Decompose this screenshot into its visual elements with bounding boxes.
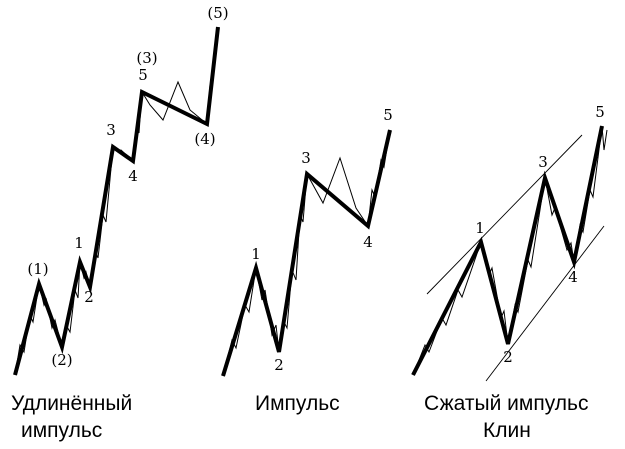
wedge-caption-line2: Клин — [483, 419, 531, 442]
impulse-panel: 1 2 3 4 5 — [221, 106, 393, 377]
extended-label-w4: (4) — [194, 130, 215, 148]
wedge-subwave — [412, 125, 608, 376]
wedge-label-3: 3 — [538, 153, 548, 171]
impulse-label-3: 3 — [301, 149, 311, 167]
extended-caption-line2: импульс — [21, 419, 103, 442]
impulse-subwave — [222, 129, 391, 377]
extended-label-sub4: 4 — [128, 167, 138, 185]
wedge-main-wave — [411, 125, 604, 376]
extended-label-sub1: 1 — [74, 234, 84, 252]
wedge-lower-trendline — [485, 225, 605, 382]
extended-label-sub3: 3 — [106, 121, 116, 139]
impulse-label-2: 2 — [274, 356, 284, 374]
extended-label-w5: (5) — [207, 4, 228, 22]
wedge-label-5: 5 — [595, 103, 605, 121]
wedge-label-1: 1 — [475, 219, 485, 237]
impulse-caption: Импульс — [255, 392, 340, 415]
extended-label-sub2: 2 — [84, 288, 94, 306]
wedge-panel: 1 2 3 4 5 — [411, 103, 608, 382]
extended-caption-line1: Удлинённый — [11, 392, 133, 415]
wedge-upper-trendline — [426, 134, 583, 295]
extended-label-sub5: 5 — [138, 66, 148, 84]
impulse-main-wave — [221, 129, 392, 377]
wedge-caption-line1: Сжатый импульс — [424, 392, 589, 415]
extended-impulse-panel: (1) (2) 1 2 3 4 (3) 5 (4) (5) — [13, 4, 229, 376]
extended-label-w1: (1) — [27, 260, 48, 278]
extended-label-w3: (3) — [136, 49, 157, 67]
impulse-label-1: 1 — [251, 245, 261, 263]
impulse-label-4: 4 — [363, 233, 373, 251]
wedge-label-2: 2 — [503, 348, 513, 366]
extended-label-w2: (2) — [51, 351, 72, 369]
wedge-label-4: 4 — [568, 268, 578, 286]
extended-main-wave — [13, 26, 220, 376]
extended-subwave — [14, 26, 219, 376]
impulse-label-5: 5 — [383, 106, 393, 124]
